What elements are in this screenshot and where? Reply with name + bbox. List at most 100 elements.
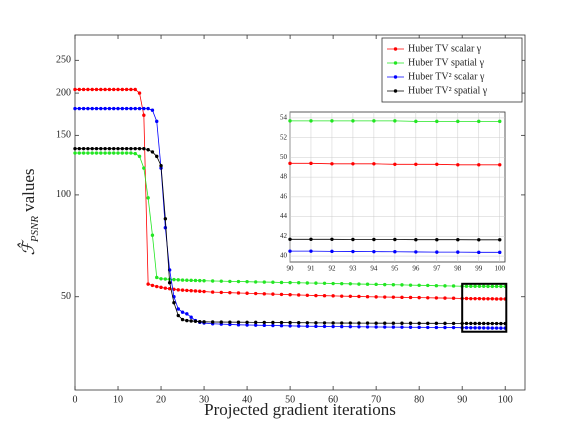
point [443,321,447,326]
point [477,250,481,255]
point [435,250,439,254]
point [357,325,361,329]
point [120,151,125,155]
point [391,321,396,325]
point [150,108,155,112]
point [426,321,430,326]
point [477,238,481,242]
point [129,106,133,111]
point [198,278,202,283]
inset-y-tick-label: 40 [280,252,288,260]
point [146,106,150,111]
point [473,326,477,330]
point [73,151,77,155]
point [408,295,413,300]
point [383,282,387,287]
point [245,291,249,295]
point [77,146,82,151]
y-axis-label: ℱ̂PSNR values [17,168,41,255]
point [408,321,413,325]
point [228,322,232,327]
point [120,106,125,111]
point [107,87,112,92]
point [271,323,275,328]
point [245,323,249,327]
point [469,284,473,288]
point [137,91,142,95]
point [391,325,396,329]
point [163,225,168,230]
point [185,288,189,293]
inset-frame [289,111,506,263]
point [124,151,129,155]
point [340,321,344,325]
point [435,119,439,124]
point [486,284,490,289]
point [374,282,378,287]
point [481,297,486,301]
point [426,296,430,300]
x-tick-label: 20 [156,394,166,405]
point [279,280,284,285]
inset-x-tick-label: 95 [391,265,399,273]
x-tick-label: 90 [457,394,467,405]
point [435,237,439,242]
point [305,324,310,328]
point [434,296,439,300]
point [198,319,202,324]
point [228,290,232,295]
point [86,106,90,111]
point [103,87,107,92]
point [99,151,103,155]
point [477,296,482,301]
point [81,151,86,155]
point [330,119,334,123]
point [99,146,103,151]
point [481,321,486,326]
point [86,87,90,92]
point [372,249,376,254]
y-label-symbol: ℱ̂ [17,239,38,256]
inset-x-tick-label: 93 [349,265,357,273]
point [176,288,180,292]
point [81,146,86,151]
point [116,146,120,151]
point [142,146,146,151]
point [129,151,133,155]
point [331,294,335,298]
point [322,294,327,298]
point [456,237,460,242]
point [288,320,292,325]
point [340,294,344,298]
point [330,237,334,242]
point [499,321,503,326]
point [357,294,361,299]
point [142,166,146,170]
inset: 90 91 92 93 94 95 96 97 98 99 100 40 42 44 46 48 50 52 54 [280,111,506,273]
point [228,279,232,284]
point [456,250,460,254]
point [288,237,292,242]
point [146,282,150,286]
point [490,297,495,301]
point [456,119,460,124]
inset-y-tick-label: 44 [280,212,288,220]
point [391,283,396,287]
point [451,325,456,330]
point [383,325,387,329]
point [400,325,404,329]
point [103,106,107,111]
point [451,284,456,288]
point [94,87,99,92]
point [351,119,355,123]
y-tick-label: 200 [56,87,71,98]
point [414,119,418,124]
point [81,87,86,92]
point [330,162,334,166]
point [477,119,481,124]
point [309,119,313,123]
inset-x-tick-label: 97 [433,265,441,273]
point [365,321,370,325]
point [245,279,249,284]
point [253,320,258,325]
